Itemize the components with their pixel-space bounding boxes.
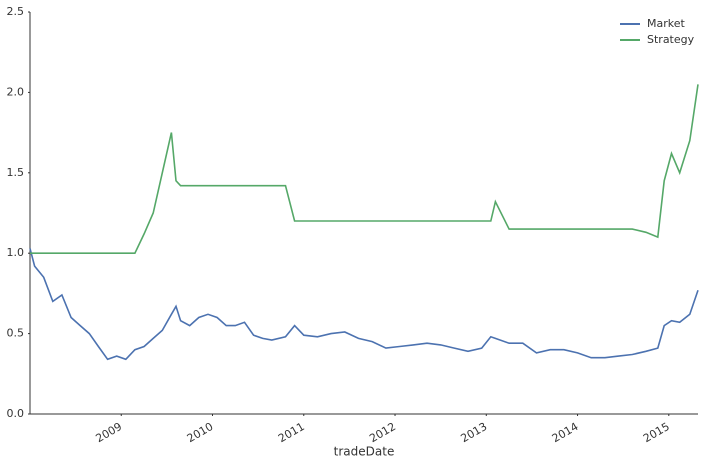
y-tick-label: 0.5 (7, 327, 25, 340)
x-tick-label: 2011 (276, 420, 307, 445)
x-axis-label: tradeDate (334, 445, 395, 459)
legend-label: Strategy (647, 33, 695, 46)
y-tick-label: 2.0 (7, 85, 25, 98)
x-tick-label: 2012 (367, 420, 398, 445)
x-tick-label: 2009 (94, 420, 125, 445)
x-tick-label: 2013 (459, 420, 490, 445)
x-tick-label: 2010 (185, 420, 216, 445)
y-tick-label: 0.0 (7, 407, 25, 420)
series-line (30, 84, 699, 254)
y-tick-label: 1.5 (7, 166, 25, 179)
legend-label: Market (647, 17, 685, 30)
y-tick-label: 2.5 (7, 5, 25, 18)
x-tick-label: 2014 (550, 420, 581, 445)
series-line (29, 248, 699, 361)
x-tick-label: 2015 (641, 420, 672, 445)
y-tick-label: 1.0 (7, 246, 25, 259)
